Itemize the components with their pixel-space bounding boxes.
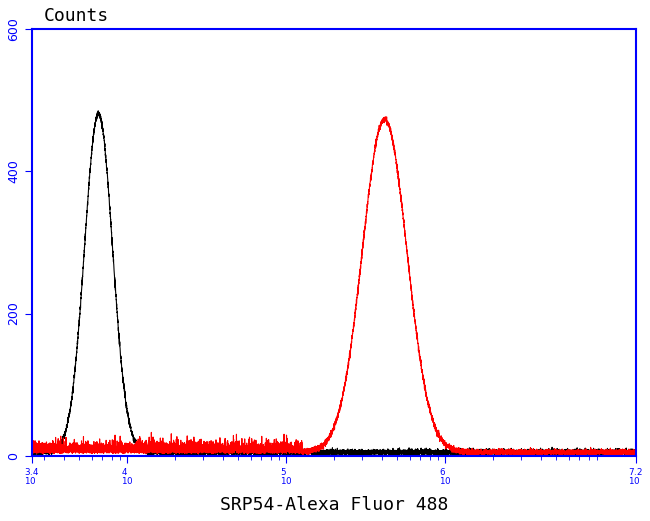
Text: Counts: Counts — [44, 7, 109, 24]
X-axis label: SRP54-Alexa Fluor 488: SRP54-Alexa Fluor 488 — [220, 496, 448, 514]
